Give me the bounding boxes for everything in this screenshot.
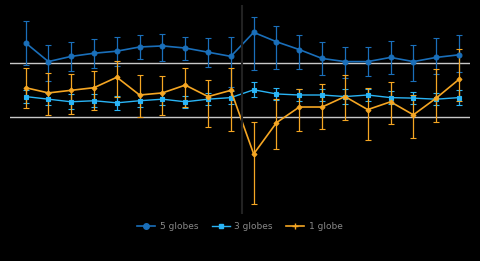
Legend: 5 globes, 3 globes, 1 globe: 5 globes, 3 globes, 1 globe: [133, 218, 347, 235]
